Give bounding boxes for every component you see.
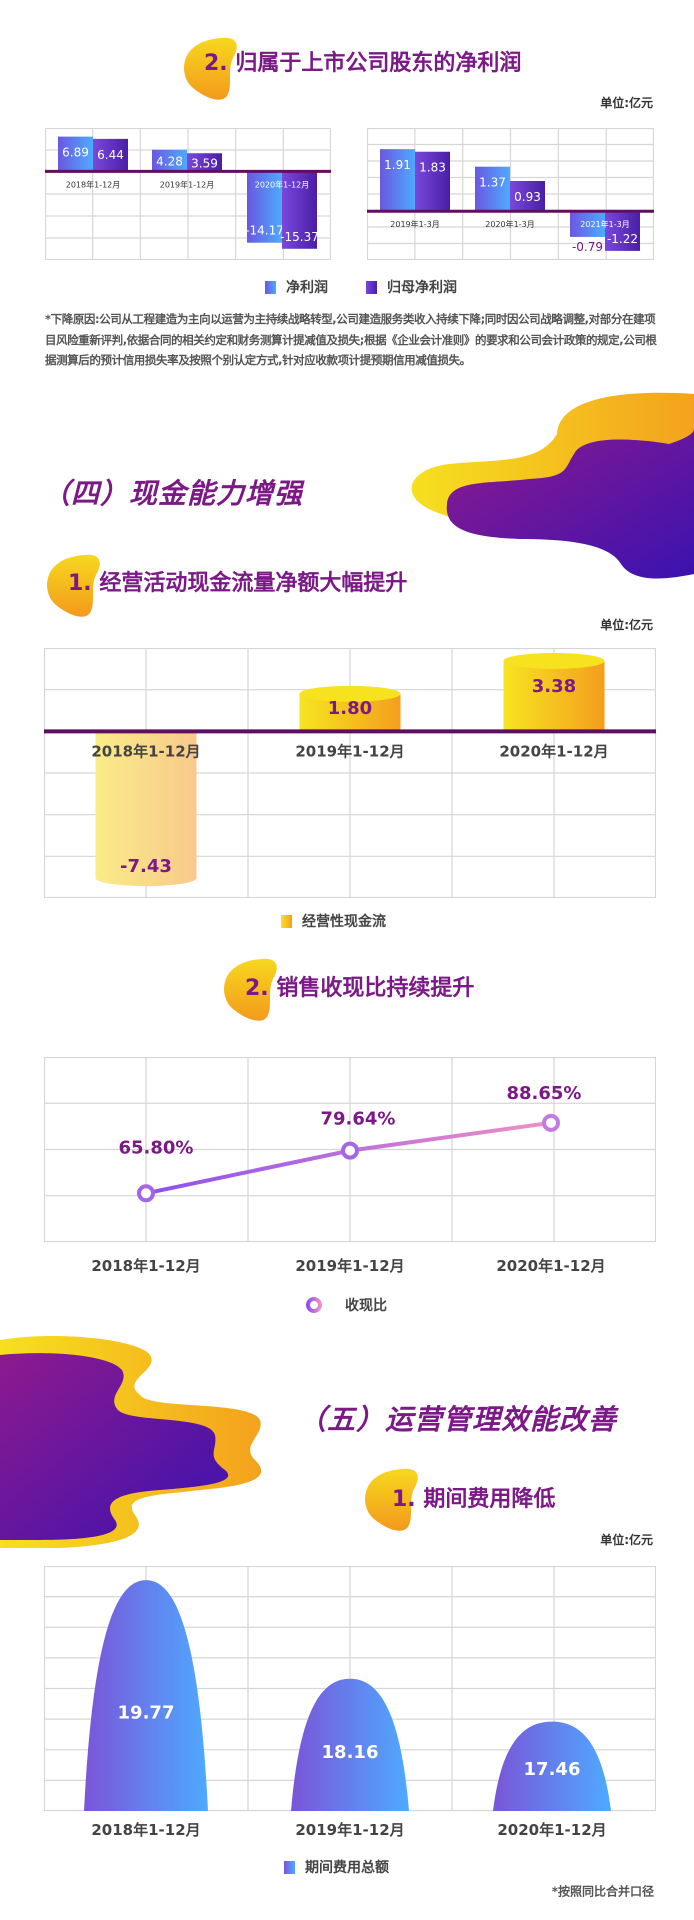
bar-value-label: 1.80 xyxy=(328,698,372,719)
bar-parent-net-profit xyxy=(93,138,128,172)
bar-value-label: 3.59 xyxy=(191,156,218,170)
x-tick-label: 2019年1-3月 xyxy=(390,219,439,229)
expense-title: 1. 期间费用降低 xyxy=(392,1487,556,1512)
data-point-marker xyxy=(341,1141,359,1160)
net-profit-legend: 净利润 归母净利润 xyxy=(265,277,457,297)
bar-parent-net-profit xyxy=(415,151,450,212)
legend-swatch-net-profit xyxy=(265,280,276,294)
legend-swatch-parent-net-profit xyxy=(366,280,377,294)
cylinder-top xyxy=(503,652,605,669)
peak-mark xyxy=(291,1678,409,1811)
bar-value-label: 1.91 xyxy=(384,158,411,172)
legend-label-cash-flow: 经营性现金流 xyxy=(302,914,386,930)
cylinder-top xyxy=(299,685,401,702)
bar-net-profit xyxy=(152,149,187,172)
net-profit-annual-chart: 6.89 6.44 2018年1-12月 4.28 3.59 2019年1-12月 -14.… xyxy=(45,128,331,260)
bar-value-label: -1.22 xyxy=(607,232,638,246)
bar-value-label: 1.83 xyxy=(419,161,446,175)
data-point-label: 79.64% xyxy=(321,1109,396,1130)
bean-decoration-icon xyxy=(184,37,237,100)
data-point-marker xyxy=(542,1113,560,1132)
bar-value-label: 3.38 xyxy=(532,676,576,697)
bar-value-label: -7.43 xyxy=(120,856,172,877)
cash-flow-legend: 经营性现金流 xyxy=(281,911,386,931)
cylinder-bottom xyxy=(95,870,197,887)
bar-net-profit xyxy=(58,136,93,172)
net-profit-quarterly-chart: 1.91 1.83 2019年1-3月 1.37 0.93 2020年1-3月 -0.79-… xyxy=(367,128,654,260)
decline-reason-note: *下降原因:公司从工程建造为主向以运营为主持续战略转型,公司建造服务类收入持续下… xyxy=(45,312,657,367)
peak-mark xyxy=(493,1721,611,1811)
bar-parent-net-profit xyxy=(282,171,317,249)
bean-decoration-icon xyxy=(47,554,100,617)
bar-parent-net-profit xyxy=(187,153,222,172)
bar-value-label: 0.93 xyxy=(514,190,541,204)
operating-cash-flow-chart: -7.43 2018年1-12月 1.80 2019年1-12月 3.38 2020年1-… xyxy=(44,648,656,898)
bar-value-label: 1.37 xyxy=(479,176,506,190)
bar-parent-net-profit xyxy=(605,211,640,251)
section-four-heading: （四）现金能力增强 xyxy=(42,477,304,510)
bar-value-label: -14.17 xyxy=(245,224,284,238)
legend-label-net-profit: 净利润 xyxy=(286,280,328,296)
bar-parent-net-profit xyxy=(510,180,545,212)
x-tick-label: 2019年1-12月 xyxy=(295,742,404,760)
bar-net-profit xyxy=(380,149,415,212)
x-tick-label: 2018年1-12月 xyxy=(91,742,200,760)
data-point-label: 65.80% xyxy=(119,1137,194,1158)
section-five-heading: （五）运营管理效能改善 xyxy=(298,1403,618,1436)
x-tick-label: 2019年1-12月 xyxy=(160,179,215,189)
bean-decoration-icon xyxy=(365,1468,418,1531)
x-tick-label: 2018年1-12月 xyxy=(91,1257,200,1275)
cash-ratio-title: 2. 销售收现比持续提升 xyxy=(245,976,475,1001)
cash-ratio-legend: 收现比 xyxy=(297,1295,387,1315)
bar-net-profit xyxy=(475,166,510,212)
expense-legend: 期间费用总额 xyxy=(284,1857,389,1877)
data-point-marker xyxy=(137,1184,155,1203)
peak-value-label: 18.16 xyxy=(322,1742,379,1763)
unit-label: 单位:亿元 xyxy=(600,96,653,110)
bar-net-profit xyxy=(247,171,282,243)
wave-decoration-icon xyxy=(411,392,694,579)
legend-swatch-cash-flow xyxy=(281,914,292,928)
x-tick-label: 2020年1-12月 xyxy=(255,179,310,189)
x-tick-label: 2019年1-12月 xyxy=(295,1821,404,1839)
peak-mark xyxy=(84,1580,208,1811)
footnote: *按照同比合并口径 xyxy=(551,1884,654,1899)
x-tick-label: 2021年1-3月 xyxy=(580,219,629,229)
bar-net-profit xyxy=(570,211,605,237)
x-tick-label: 2020年1-12月 xyxy=(499,742,608,760)
legend-swatch-expense xyxy=(284,1860,295,1874)
bar-value-label: 6.89 xyxy=(62,146,89,160)
x-tick-label: 2020年1-12月 xyxy=(496,1257,605,1275)
unit-label: 单位:亿元 xyxy=(600,1533,653,1547)
cash-collection-ratio-chart: 65.80% 2018年1-12月 79.64% 2019年1-12月 88.65% 20… xyxy=(44,1057,656,1275)
cash-flow-title: 1. 经营活动现金流量净额大幅提升 xyxy=(68,571,408,596)
period-expense-chart: 19.77 2018年1-12月 18.16 2019年1-12月 17.46 2020年… xyxy=(44,1566,656,1839)
x-tick-label: 2020年1-12月 xyxy=(497,1821,606,1839)
unit-label: 单位:亿元 xyxy=(600,618,653,632)
legend-line-marker-icon xyxy=(297,1297,335,1313)
bar-value-label: -15.37 xyxy=(280,230,319,244)
legend-label-parent-net-profit: 归母净利润 xyxy=(387,280,457,296)
bar-value-label: 6.44 xyxy=(97,148,124,162)
x-tick-label: 2018年1-12月 xyxy=(66,179,121,189)
data-point-label: 88.65% xyxy=(507,1083,582,1104)
bean-decoration-icon xyxy=(224,958,277,1021)
legend-label-cash-ratio: 收现比 xyxy=(345,1298,387,1314)
x-tick-label: 2018年1-12月 xyxy=(91,1821,200,1839)
peak-value-label: 17.46 xyxy=(524,1759,581,1780)
wave-decoration-icon xyxy=(0,1335,262,1548)
x-tick-label: 2019年1-12月 xyxy=(295,1257,404,1275)
cylinder-bar xyxy=(95,731,197,879)
legend-label-expense: 期间费用总额 xyxy=(305,1860,389,1876)
bar-value-label: -0.79 xyxy=(572,240,603,254)
bar-value-label: 4.28 xyxy=(156,155,183,169)
cylinder-bar xyxy=(503,660,605,732)
x-tick-label: 2020年1-3月 xyxy=(485,219,534,229)
net-profit-title: 2. 归属于上市公司股东的净利润 xyxy=(204,51,522,76)
peak-value-label: 19.77 xyxy=(118,1703,175,1724)
